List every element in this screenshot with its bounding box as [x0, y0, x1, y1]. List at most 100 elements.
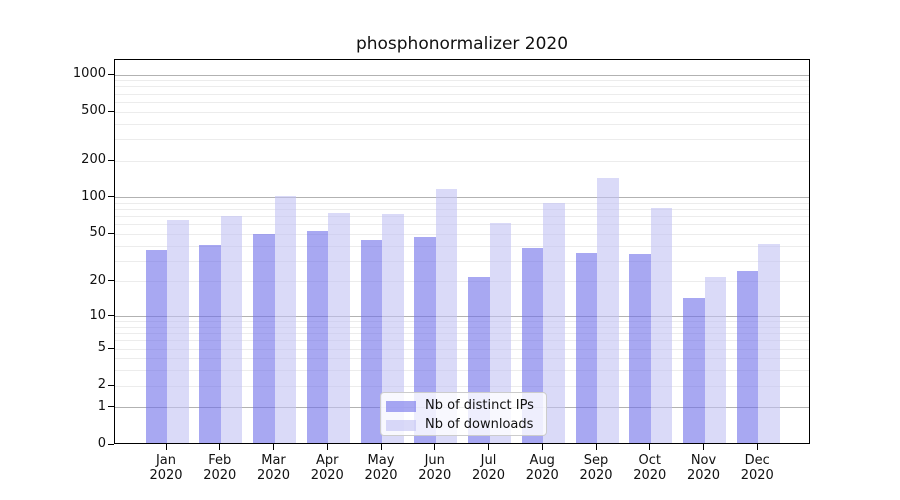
major-gridline: [115, 316, 809, 318]
minor-gridline: [115, 340, 809, 342]
x-tick-mark: [703, 444, 704, 450]
x-tick-label: Feb 2020: [203, 453, 237, 483]
x-tick-mark: [219, 444, 221, 450]
y-tick-mark: [108, 73, 114, 75]
minor-gridline: [115, 123, 809, 125]
bar-downloads: [597, 178, 619, 443]
minor-gridline: [115, 86, 809, 88]
y-tick-mark: [108, 347, 114, 349]
y-tick-label: 200: [81, 152, 106, 168]
bar-distinct-ips: [145, 249, 167, 443]
x-tick-mark: [488, 444, 489, 450]
y-tick-label: 500: [81, 103, 106, 119]
bar-distinct-ips: [253, 233, 275, 443]
x-tick-label: Sep 2020: [579, 453, 613, 483]
y-tick-label: 5: [97, 340, 106, 356]
minor-gridline: [115, 111, 809, 113]
bar-downloads: [220, 216, 243, 443]
bar-downloads: [274, 195, 296, 443]
y-tick-mark: [108, 443, 114, 445]
legend-item-downloads: Nb of downloads: [386, 416, 546, 434]
y-tick-label: 100: [81, 188, 106, 204]
bar-distinct-ips: [306, 231, 329, 443]
bar-downloads: [382, 214, 404, 443]
y-tick-label: 2: [97, 377, 106, 393]
x-tick-label: Jul 2020: [471, 453, 506, 483]
x-tick-label: Jun 2020: [418, 453, 452, 483]
x-tick-mark: [380, 444, 382, 450]
minor-gridline: [115, 233, 809, 235]
minor-gridline: [115, 326, 809, 328]
bar-downloads: [758, 244, 780, 443]
bar-downloads: [167, 220, 189, 443]
minor-gridline: [115, 224, 809, 226]
y-tick-mark: [108, 406, 114, 408]
legend-item-distinct-ips: Nb of distinct IPs: [386, 397, 546, 415]
minor-gridline: [115, 348, 809, 350]
bar-distinct-ips: [414, 236, 436, 443]
y-tick-mark: [108, 110, 114, 112]
minor-gridline: [115, 160, 809, 162]
y-tick-mark: [108, 315, 114, 317]
bar-distinct-ips: [736, 270, 759, 443]
y-tick-mark: [108, 196, 114, 198]
x-tick-label: Apr 2020: [310, 453, 344, 483]
y-tick-label: 1: [97, 398, 106, 414]
x-tick-label: Mar 2020: [256, 453, 291, 483]
x-tick-label: Aug 2020: [525, 453, 559, 483]
major-gridline: [115, 74, 809, 76]
bar-distinct-ips: [629, 254, 651, 443]
minor-gridline: [115, 281, 809, 283]
legend-swatch-downloads: [386, 419, 416, 431]
x-tick-mark: [595, 444, 597, 450]
minor-gridline: [115, 202, 809, 204]
bar-downloads: [704, 277, 726, 443]
bar-downloads: [650, 207, 673, 443]
x-tick-mark: [165, 444, 167, 450]
legend-swatch-distinct-ips: [386, 400, 416, 412]
minor-gridline: [115, 216, 809, 218]
legend-label-distinct-ips: Nb of distinct IPs: [425, 398, 534, 413]
y-tick-label: 0: [97, 436, 106, 451]
plot-area: [114, 59, 810, 444]
bar-downloads: [489, 222, 511, 443]
minor-gridline: [115, 260, 809, 262]
minor-gridline: [115, 321, 809, 323]
y-tick-mark: [108, 159, 114, 161]
bar-downloads: [328, 213, 350, 443]
chart-title: phosphonormalizer 2020: [355, 34, 569, 54]
minor-gridline: [115, 93, 809, 95]
minor-gridline: [115, 138, 809, 140]
x-tick-label: Oct 2020: [633, 453, 667, 483]
y-tick-mark: [108, 232, 114, 234]
y-tick-label: 20: [89, 272, 106, 288]
bar-downloads: [435, 188, 458, 443]
bar-distinct-ips: [683, 298, 705, 443]
x-tick-label: May 2020: [364, 453, 398, 483]
bar-distinct-ips: [199, 245, 221, 443]
minor-gridline: [115, 245, 809, 247]
minor-gridline: [115, 80, 809, 82]
bar-downloads: [543, 203, 565, 443]
x-tick-mark: [649, 444, 651, 450]
legend-label-downloads: Nb of downloads: [425, 417, 534, 432]
bar-distinct-ips: [360, 240, 382, 443]
y-tick-mark: [108, 384, 114, 386]
x-tick-mark: [541, 444, 543, 450]
minor-gridline: [115, 101, 809, 103]
x-tick-mark: [273, 444, 274, 450]
x-tick-label: Dec 2020: [740, 453, 774, 483]
x-tick-mark: [326, 444, 328, 450]
minor-gridline: [115, 333, 809, 335]
y-tick-label: 50: [89, 225, 106, 241]
x-tick-mark: [756, 444, 758, 450]
legend: Nb of distinct IPs Nb of downloads: [380, 392, 547, 436]
bar-distinct-ips: [575, 252, 597, 443]
y-tick-label: 10: [89, 307, 106, 323]
major-gridline: [115, 197, 809, 199]
x-tick-label: Jan 2020: [149, 453, 183, 483]
minor-gridline: [115, 209, 809, 211]
y-tick-label: 1000: [72, 66, 106, 82]
y-tick-mark: [108, 280, 114, 282]
